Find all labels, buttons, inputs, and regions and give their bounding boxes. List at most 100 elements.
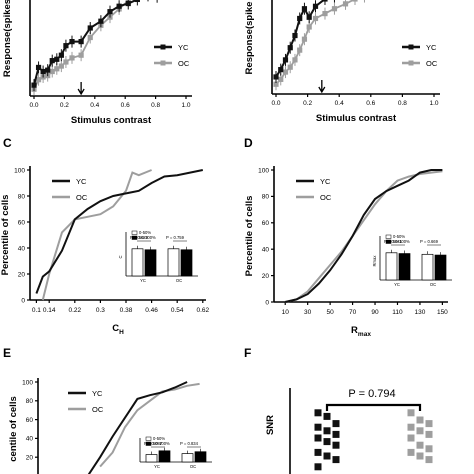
y-tick-label: 40 <box>26 436 34 443</box>
x-tick-label: 0.0 <box>29 102 38 109</box>
inset-category-label: OC <box>190 464 196 469</box>
inset-legend-label-1: 50-100% <box>153 441 170 446</box>
series-oc <box>33 0 131 90</box>
y-tick-label: 0 <box>21 297 25 304</box>
x-tick-label: 0.6 <box>121 102 130 109</box>
y-tick-label: 80 <box>18 193 26 200</box>
x-tick-label: 0.2 <box>60 102 69 109</box>
legend-marker-1 <box>408 60 414 66</box>
x-tick-label: 1.0 <box>181 102 190 109</box>
x-tick-label: 0.1 <box>32 307 41 314</box>
snr-point-yc <box>332 441 340 449</box>
inset-bar-yc-1 <box>158 450 171 463</box>
snr-point-oc <box>416 427 424 435</box>
snr-point-yc <box>332 456 340 464</box>
y-tick-label: 40 <box>262 247 270 254</box>
snr-point-yc <box>323 452 331 460</box>
inset-bar-oc-1 <box>180 249 193 277</box>
inset-legend-label-1: 50-100% <box>393 239 410 244</box>
x-tick-label: 0.8 <box>151 102 160 109</box>
x-tick-label: 0.4 <box>90 102 99 109</box>
panel-f: SNR P = 0.794 <box>265 388 433 474</box>
snr-point-oc <box>407 423 415 431</box>
legend-marker-0 <box>408 44 414 50</box>
inset-bar-yc-0 <box>131 248 144 277</box>
snr-point-yc <box>323 438 331 446</box>
inset-bar-yc-1 <box>398 253 411 281</box>
figure-layer: 0.0 0.2 0.4 0.6 0.8 1.0 Stimulus contrast Respo… <box>0 0 454 474</box>
x-tick-label: 1.0 <box>429 100 438 107</box>
inset-bar-oc-0 <box>167 248 180 277</box>
x-tick-label: 50 <box>327 309 335 316</box>
x-tick-label: 30 <box>304 309 312 316</box>
inset-bar-oc-0 <box>181 453 194 463</box>
series-yc <box>284 169 443 303</box>
inset-legend-swatch-1 <box>385 239 392 244</box>
snr-point-oc <box>425 420 433 428</box>
x-tick-label: 0.3 <box>96 307 105 314</box>
x-tick-label: 110 <box>392 309 403 316</box>
inset-legend-swatch-1 <box>131 235 138 240</box>
legend-label-0: YC <box>92 389 103 398</box>
snr-point-oc <box>425 430 433 438</box>
y-tick-label: 80 <box>26 398 34 405</box>
snr-point-oc <box>416 452 424 460</box>
inset-category-label: OC <box>176 278 182 283</box>
y-axis-label: Response(spike <box>244 2 255 75</box>
y-axis-label: Percentile of cells <box>0 195 11 276</box>
inset-legend-label-0: 0-50% <box>153 436 165 441</box>
inset-p-value: P = 0.834 <box>180 441 199 446</box>
snr-point-oc <box>416 416 424 424</box>
x-tick-label: 0.46 <box>145 307 158 314</box>
x-axis-label: Stimulus contrast <box>71 115 152 126</box>
x-tick-label: 150 <box>437 309 448 316</box>
inset-bar-yc-0 <box>385 252 398 281</box>
threshold-arrow <box>77 82 85 96</box>
panel-letter-f: F <box>244 346 251 360</box>
inset-legend-label-0: 0-50% <box>139 230 151 235</box>
inset-y-label: Rmax <box>372 255 377 267</box>
inset-y-label: C <box>118 255 123 258</box>
legend-marker-1 <box>160 60 166 66</box>
legend-label-1: OC <box>92 405 104 414</box>
legend-marker-0 <box>160 44 166 50</box>
x-axis-label: Rmax <box>351 325 371 338</box>
snr-point-yc <box>314 423 322 431</box>
legend-label-1: OC <box>320 193 332 202</box>
inset-legend-swatch-0 <box>131 230 138 235</box>
inset-p-value: P = 0.669 <box>420 239 439 244</box>
inset-legend-label-0: 0-50% <box>393 234 405 239</box>
x-tick-label: 0.2 <box>303 100 312 107</box>
snr-point-oc <box>407 448 415 456</box>
snr-point-yc <box>332 430 340 438</box>
x-tick-label: 130 <box>415 309 426 316</box>
panel-d: 0 20 40 60 80 100 10 30 50 70 90 110 130 150 Rmax Perce… <box>244 166 454 338</box>
x-tick-label: 0.54 <box>171 307 184 314</box>
x-tick-label: 90 <box>371 309 379 316</box>
legend-label-0: YC <box>178 43 189 52</box>
snr-point-yc <box>314 448 322 456</box>
panel-letter-c: C <box>3 136 12 150</box>
snr-point-oc <box>407 409 415 417</box>
x-tick-label: 0.4 <box>335 100 344 107</box>
significance-bracket <box>325 403 422 411</box>
snr-point-yc <box>314 409 322 417</box>
inset-bar-oc-1 <box>434 254 447 281</box>
y-tick-label: 100 <box>258 167 269 174</box>
x-tick-label: 70 <box>349 309 357 316</box>
inset-p-value: P = 0.629 <box>130 235 149 240</box>
y-tick-label: 60 <box>26 417 34 424</box>
panel-a: 0.0 0.2 0.4 0.6 0.8 1.0 Stimulus contrast Respo… <box>2 0 192 126</box>
y-tick-label: 40 <box>18 245 26 252</box>
series-yc <box>275 0 326 78</box>
panel-letter-e: E <box>3 346 11 360</box>
x-axis-label: CH <box>112 323 124 336</box>
series-yc <box>35 169 203 294</box>
inset-p-value: P = 0.759 <box>166 235 185 240</box>
snr-point-yc <box>332 420 340 428</box>
snr-point-oc <box>416 441 424 449</box>
snr-point-oc <box>407 434 415 442</box>
series-oc <box>99 382 200 468</box>
y-tick-label: 80 <box>262 194 270 201</box>
series-yc <box>87 381 188 474</box>
